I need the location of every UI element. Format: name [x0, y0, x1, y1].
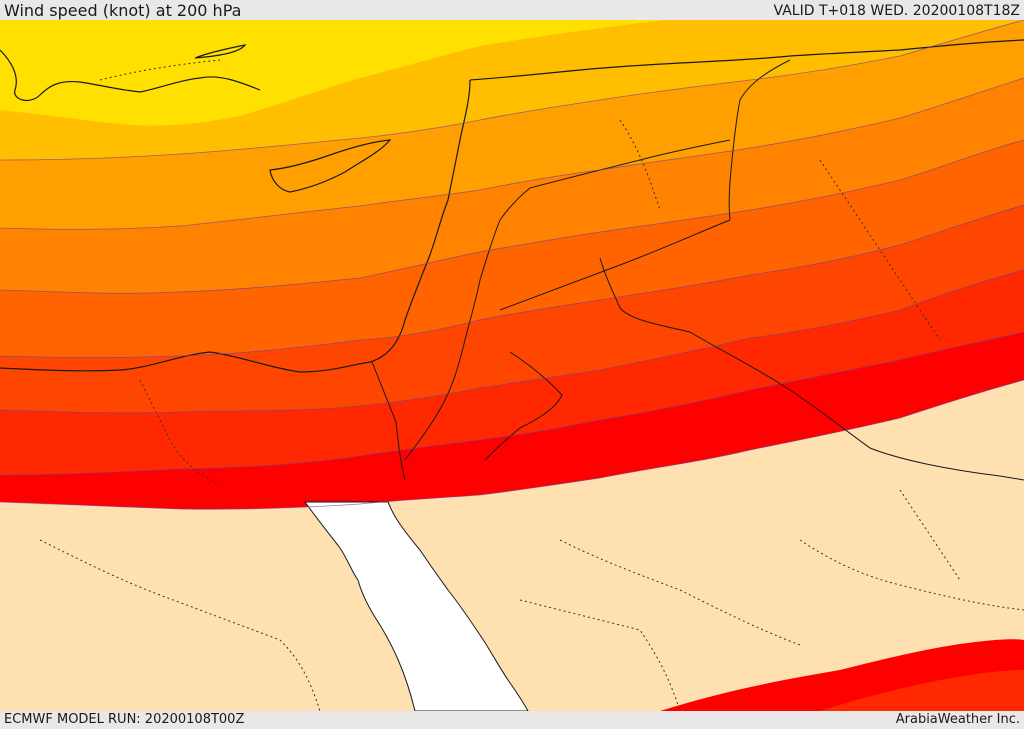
- wind-speed-map: [0, 20, 1024, 711]
- isotach-lines: [0, 20, 1024, 510]
- coastlines: [0, 39, 1024, 373]
- map-footer: ECMWF MODEL RUN: 20200108T00Z ArabiaWeat…: [0, 711, 1024, 729]
- red-sea: [304, 501, 529, 711]
- wind-band-1: [0, 20, 664, 126]
- country-borders: [371, 59, 1024, 481]
- model-run: ECMWF MODEL RUN: 20200108T00Z: [4, 712, 245, 727]
- credit: ArabiaWeather Inc.: [895, 712, 1020, 727]
- map-header: Wind speed (knot) at 200 hPa VALID T+018…: [0, 0, 1024, 20]
- map-canvas: [0, 20, 1024, 711]
- province-borders: [39, 59, 1024, 711]
- valid-time: VALID T+018 WED. 20200108T18Z: [773, 3, 1020, 19]
- wind-band-south-edge: [820, 670, 1024, 711]
- map-title: Wind speed (knot) at 200 hPa: [4, 1, 242, 20]
